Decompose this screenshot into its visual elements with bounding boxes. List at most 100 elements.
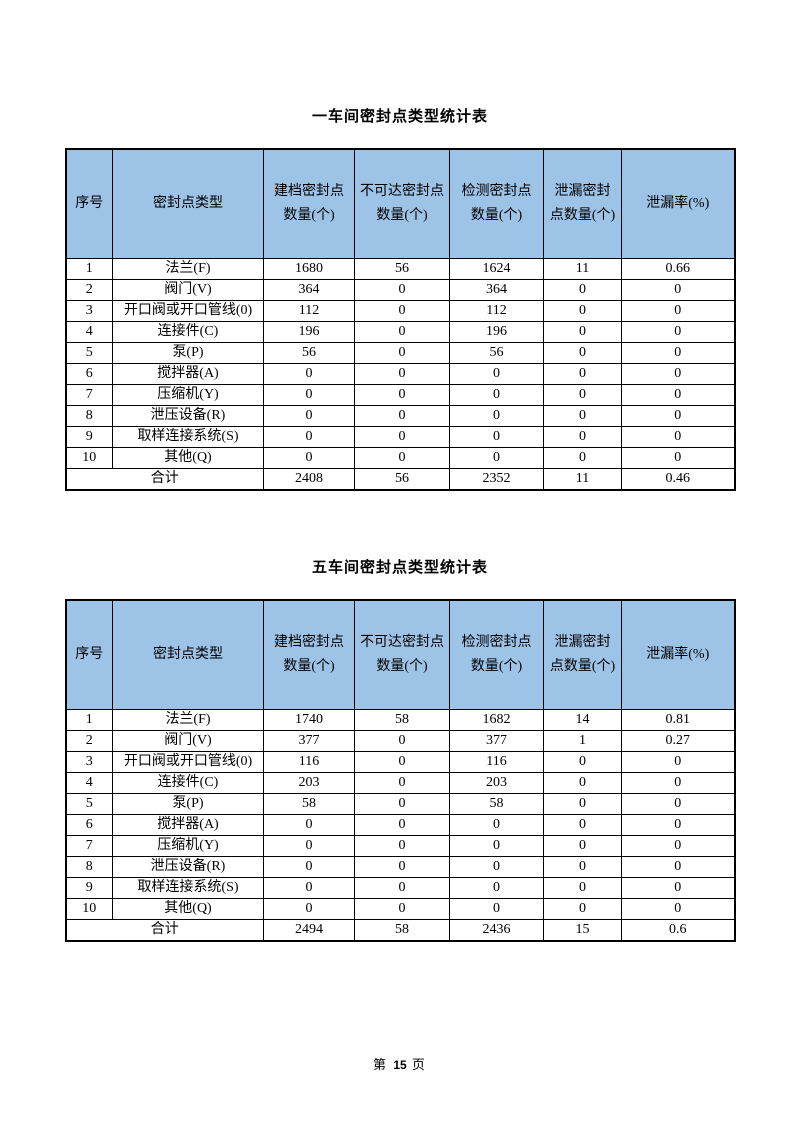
col-header-leak-rate: 泄漏率(%) [621,148,735,259]
total-row: 合计 2494 58 2436 15 0.6 [65,919,735,942]
seal-type-cell: 搅拌器(A) [112,814,264,836]
value-cell: 1624 [449,258,544,280]
page-footer: 第 15 页 [0,1054,800,1073]
value-cell: 0 [543,772,622,794]
col-header-registered-count: 建档密封点数量(个) [263,148,355,259]
value-cell: 0 [354,772,450,794]
value-cell: 0 [621,300,735,322]
table-row: 2 阀门(V) 364 0 364 0 0 [65,279,735,301]
seal-type-cell: 取样连接系统(S) [112,877,264,899]
value-cell: 0 [621,426,735,448]
value-cell: 0 [543,300,622,322]
table-row: 7 压缩机(Y) 0 0 0 0 0 [65,384,735,406]
table-row: 9 取样连接系统(S) 0 0 0 0 0 [65,426,735,448]
value-cell: 58 [263,793,355,815]
value-cell: 0 [263,363,355,385]
value-cell: 0 [449,426,544,448]
value-cell: 196 [263,321,355,343]
seq-cell: 6 [65,363,113,385]
value-cell: 0 [263,898,355,920]
value-cell: 0 [449,363,544,385]
value-cell: 0 [621,321,735,343]
value-cell: 1740 [263,709,355,731]
value-cell: 0.81 [621,709,735,731]
seal-type-cell: 泄压设备(R) [112,405,264,427]
seq-cell: 8 [65,856,113,878]
seal-point-stats-table-2: 序号 密封点类型 建档密封点数量(个) 不可达密封点数量(个) 检测密封点数量(… [64,599,736,942]
value-cell: 0 [263,384,355,406]
seal-type-cell: 泵(P) [112,793,264,815]
value-cell: 0 [543,793,622,815]
table-row: 3 开口阀或开口管线(0) 116 0 116 0 0 [65,751,735,773]
value-cell: 0 [449,835,544,857]
value-cell: 0 [621,772,735,794]
seal-point-stats-table-1: 序号 密封点类型 建档密封点数量(个) 不可达密封点数量(个) 检测密封点数量(… [64,148,736,491]
value-cell: 0 [543,279,622,301]
value-cell: 0 [543,835,622,857]
value-cell: 0 [621,405,735,427]
total-value-cell: 15 [543,919,622,942]
value-cell: 0 [354,279,450,301]
col-header-leak-count: 泄漏密封点数量(个) [543,148,622,259]
seq-cell: 4 [65,321,113,343]
total-value-cell: 2352 [449,468,544,491]
table-row: 6 搅拌器(A) 0 0 0 0 0 [65,814,735,836]
value-cell: 56 [449,342,544,364]
seq-cell: 8 [65,405,113,427]
value-cell: 0.27 [621,730,735,752]
table-1-title: 一车间密封点类型统计表 [311,109,488,125]
total-value-cell: 2436 [449,919,544,942]
seq-cell: 9 [65,426,113,448]
value-cell: 0 [621,384,735,406]
table-row: 10 其他(Q) 0 0 0 0 0 [65,447,735,469]
seal-type-cell: 搅拌器(A) [112,363,264,385]
value-cell: 196 [449,321,544,343]
value-cell: 0 [449,877,544,899]
total-label-cell: 合计 [65,919,264,942]
seq-cell: 2 [65,730,113,752]
total-value-cell: 56 [354,468,450,491]
col-header-detected-count: 检测密封点数量(个) [449,599,544,710]
col-header-seal-type: 密封点类型 [112,148,264,259]
value-cell: 0 [543,814,622,836]
seal-type-cell: 开口阀或开口管线(0) [112,300,264,322]
footer-suffix: 页 [411,1057,427,1072]
table-row: 4 连接件(C) 196 0 196 0 0 [65,321,735,343]
seal-type-cell: 泄压设备(R) [112,856,264,878]
value-cell: 0 [621,793,735,815]
seal-type-cell: 泵(P) [112,342,264,364]
seal-type-cell: 阀门(V) [112,279,264,301]
value-cell: 364 [263,279,355,301]
table-row: 7 压缩机(Y) 0 0 0 0 0 [65,835,735,857]
value-cell: 0 [543,877,622,899]
value-cell: 0 [621,898,735,920]
total-value-cell: 11 [543,468,622,491]
table-row: 5 泵(P) 56 0 56 0 0 [65,342,735,364]
seq-cell: 3 [65,300,113,322]
col-header-seal-type: 密封点类型 [112,599,264,710]
seq-cell: 7 [65,384,113,406]
seq-cell: 4 [65,772,113,794]
seq-cell: 5 [65,793,113,815]
value-cell: 0 [543,384,622,406]
value-cell: 112 [263,300,355,322]
value-cell: 0 [449,856,544,878]
footer-prefix: 第 [373,1057,389,1072]
col-header-leak-rate: 泄漏率(%) [621,599,735,710]
seal-type-cell: 其他(Q) [112,447,264,469]
value-cell: 1680 [263,258,355,280]
seq-cell: 1 [65,258,113,280]
seq-cell: 2 [65,279,113,301]
value-cell: 0 [621,856,735,878]
value-cell: 0 [543,342,622,364]
seq-cell: 3 [65,751,113,773]
value-cell: 112 [449,300,544,322]
value-cell: 0 [449,405,544,427]
seq-cell: 5 [65,342,113,364]
seq-cell: 10 [65,447,113,469]
value-cell: 0 [354,856,450,878]
total-value-cell: 2494 [263,919,355,942]
col-header-unreachable-count: 不可达密封点数量(个) [354,148,450,259]
value-cell: 0 [621,447,735,469]
value-cell: 116 [263,751,355,773]
